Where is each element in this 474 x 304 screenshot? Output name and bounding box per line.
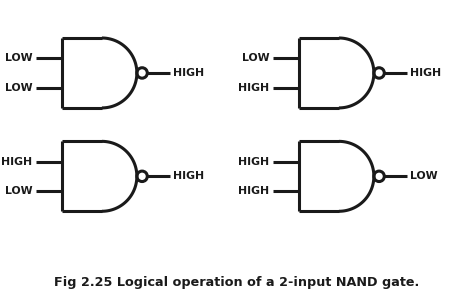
Text: LOW: LOW — [242, 53, 269, 63]
Text: LOW: LOW — [5, 186, 32, 196]
Text: Fig 2.25 Logical operation of a 2-input NAND gate.: Fig 2.25 Logical operation of a 2-input … — [55, 276, 419, 289]
Text: HIGH: HIGH — [410, 68, 441, 78]
Text: HIGH: HIGH — [238, 157, 269, 167]
Text: HIGH: HIGH — [238, 186, 269, 196]
Text: HIGH: HIGH — [173, 68, 204, 78]
Text: LOW: LOW — [5, 53, 32, 63]
Text: HIGH: HIGH — [173, 171, 204, 181]
Text: LOW: LOW — [410, 171, 438, 181]
Text: LOW: LOW — [5, 83, 32, 93]
Text: HIGH: HIGH — [238, 83, 269, 93]
Text: HIGH: HIGH — [1, 157, 32, 167]
